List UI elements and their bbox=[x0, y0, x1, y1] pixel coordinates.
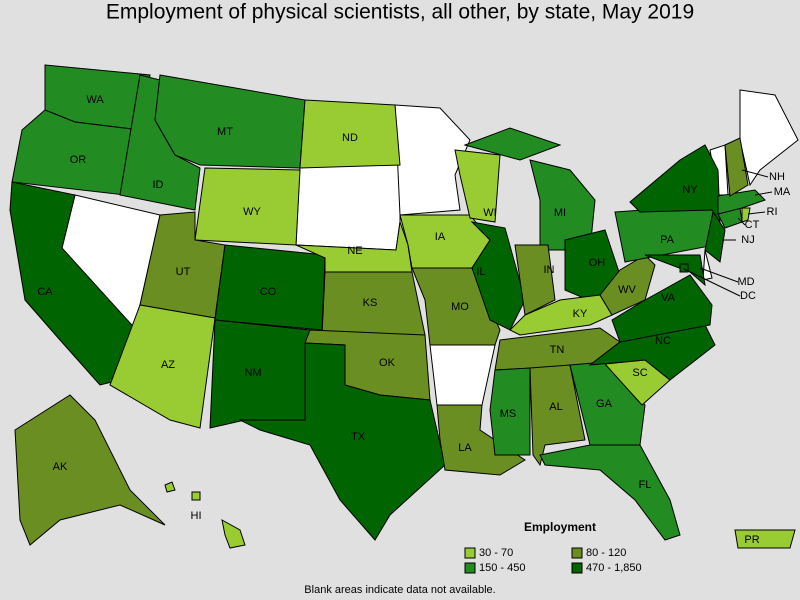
state-label: MA bbox=[774, 186, 791, 198]
legend-title: Employment bbox=[524, 520, 596, 534]
state-label: VA bbox=[661, 292, 676, 304]
state bbox=[704, 210, 726, 263]
state-label: DC bbox=[740, 290, 756, 302]
state bbox=[436, 404, 526, 476]
state-label: LA bbox=[458, 442, 472, 454]
state-label: GA bbox=[596, 398, 613, 410]
state bbox=[514, 244, 556, 316]
leader-line bbox=[741, 169, 769, 178]
state-label: KS bbox=[363, 297, 378, 309]
state bbox=[489, 367, 531, 456]
footnote: Blank areas indicate data not available. bbox=[304, 584, 495, 596]
state-label: AZ bbox=[161, 359, 175, 371]
state bbox=[239, 342, 446, 541]
state bbox=[734, 529, 796, 549]
state-label: TN bbox=[550, 344, 565, 356]
state-label: AL bbox=[549, 401, 562, 413]
state-label: WA bbox=[86, 94, 104, 106]
state-label: OH bbox=[589, 257, 606, 269]
state bbox=[299, 99, 401, 169]
state-label: WV bbox=[618, 284, 636, 296]
legend-swatch bbox=[571, 547, 583, 559]
legend: 30 - 70 80 - 120 150 - 450 470 - 1,850 bbox=[464, 547, 642, 574]
state bbox=[644, 254, 706, 287]
state-label: NE bbox=[347, 245, 362, 257]
state-label: KY bbox=[573, 308, 588, 320]
states: WA OR CA ID MT WY UT AZ CO NM ND NE KS OK TX IA MO LA WI IL… bbox=[9, 64, 796, 549]
state bbox=[191, 491, 201, 501]
state-label: NJ bbox=[741, 234, 754, 246]
state-blank bbox=[702, 249, 713, 281]
state bbox=[724, 137, 749, 197]
state-label: NM bbox=[244, 367, 261, 379]
state bbox=[599, 254, 656, 316]
legend-label: 30 - 70 bbox=[479, 547, 513, 559]
state-blank bbox=[295, 164, 401, 251]
state-label: IN bbox=[544, 264, 555, 276]
state-label: MD bbox=[737, 276, 754, 288]
state bbox=[463, 127, 562, 161]
state-label: IA bbox=[435, 231, 446, 243]
state bbox=[741, 207, 751, 223]
state-label: RI bbox=[767, 206, 778, 218]
legend-swatch bbox=[464, 547, 476, 559]
leader-line bbox=[683, 268, 741, 297]
state-label: NH bbox=[769, 171, 785, 183]
state-label: MO bbox=[451, 301, 469, 313]
state-label: ID bbox=[153, 179, 164, 191]
state-label: OR bbox=[70, 154, 87, 166]
state-label: AK bbox=[53, 461, 68, 473]
state bbox=[470, 221, 526, 331]
state bbox=[454, 149, 501, 223]
state-label: SC bbox=[632, 367, 647, 379]
map-title: Employment of physical scientists, all o… bbox=[106, 1, 694, 24]
state-label: OK bbox=[379, 357, 396, 369]
state-label: MS bbox=[500, 408, 517, 420]
state-label: IL bbox=[476, 266, 485, 278]
state-label: WY bbox=[243, 206, 261, 218]
state-label: PR bbox=[744, 534, 759, 546]
state bbox=[221, 519, 246, 549]
state-label: CT bbox=[745, 219, 760, 231]
state-label: TX bbox=[351, 431, 366, 443]
legend-swatch bbox=[464, 562, 476, 574]
state-label: CO bbox=[260, 286, 277, 298]
state bbox=[14, 394, 166, 546]
state-label: MI bbox=[554, 207, 566, 219]
state-label: CA bbox=[37, 286, 53, 298]
state bbox=[164, 481, 176, 493]
state-label: NY bbox=[682, 184, 698, 196]
state-label: WI bbox=[483, 207, 496, 219]
state-label: ND bbox=[342, 132, 358, 144]
state-label: UT bbox=[176, 266, 191, 278]
legend-label: 150 - 450 bbox=[479, 562, 525, 574]
legend-swatch bbox=[571, 562, 583, 574]
leader-line bbox=[747, 211, 766, 215]
legend-label: 80 - 120 bbox=[586, 547, 626, 559]
state-label: NC bbox=[655, 335, 671, 347]
state bbox=[539, 444, 681, 541]
leader-line bbox=[754, 191, 773, 196]
state-label: FL bbox=[639, 479, 652, 491]
state-label: MT bbox=[217, 126, 233, 138]
state-label: PA bbox=[660, 234, 675, 246]
leader-line bbox=[699, 267, 739, 283]
leader-line bbox=[737, 217, 746, 226]
state-label: HI bbox=[191, 510, 202, 522]
leader-lines bbox=[683, 169, 773, 297]
legend-label: 470 - 1,850 bbox=[586, 562, 642, 574]
